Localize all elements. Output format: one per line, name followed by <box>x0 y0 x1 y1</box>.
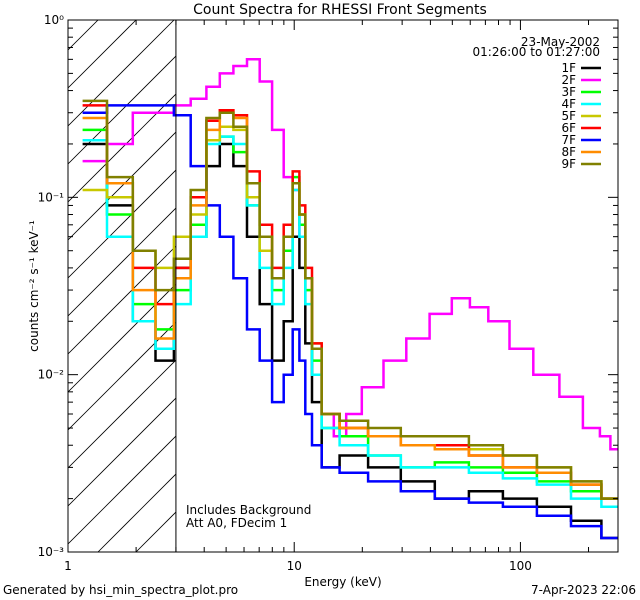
y-tick-label-1e-1: 10⁻¹ <box>38 190 65 204</box>
footer-timestamp: 7-Apr-2023 22:06 <box>531 583 636 597</box>
y-axis-label: counts cm⁻² s⁻¹ keV⁻¹ <box>27 220 41 352</box>
y-tick-label-1e-3: 10⁻³ <box>38 545 65 559</box>
footer-generated-by: Generated by hsi_min_spectra_plot.pro <box>3 583 238 597</box>
y-tick-label-1e-2: 10⁻² <box>38 368 65 382</box>
annotation-background: Includes Background <box>186 503 311 517</box>
observation-time-range: 01:26:00 to 01:27:00 <box>473 45 600 59</box>
legend-label-9F: 9F <box>561 157 576 171</box>
annotation-attenuator: Att A0, FDecim 1 <box>186 516 287 530</box>
x-tick-label-10: 10 <box>287 559 302 573</box>
chart-title: Count Spectra for RHESSI Front Segments <box>193 2 487 18</box>
x-axis-label: Energy (keV) <box>304 575 381 589</box>
spectra-figure: Count Spectra for RHESSI Front Segments … <box>0 0 640 600</box>
x-tick-label-100: 100 <box>509 559 532 573</box>
x-tick-label-1: 1 <box>64 559 72 573</box>
y-tick-label-1e0: 10⁰ <box>44 13 64 27</box>
spectra-plot: Count Spectra for RHESSI Front Segments … <box>0 0 640 600</box>
